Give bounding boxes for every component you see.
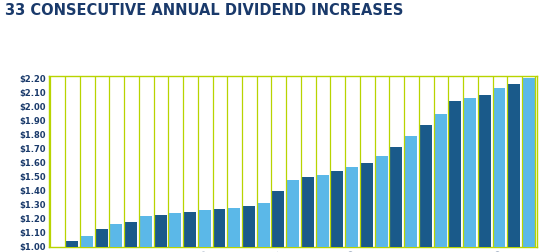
Bar: [389, 147, 402, 247]
Bar: [257, 203, 270, 247]
Bar: [169, 213, 181, 247]
Bar: [315, 175, 328, 247]
Bar: [419, 125, 432, 247]
Bar: [434, 113, 447, 247]
Bar: [242, 206, 255, 247]
Bar: [286, 179, 299, 247]
Bar: [522, 78, 535, 247]
Bar: [183, 212, 196, 247]
Bar: [272, 191, 285, 247]
Bar: [65, 241, 78, 247]
Bar: [124, 222, 137, 247]
Bar: [212, 209, 225, 247]
Bar: [109, 225, 122, 247]
Bar: [493, 88, 506, 247]
Bar: [198, 210, 211, 247]
Bar: [478, 95, 491, 247]
Bar: [463, 98, 476, 247]
Bar: [360, 163, 373, 247]
Bar: [227, 208, 240, 247]
Bar: [331, 171, 344, 247]
Bar: [80, 236, 93, 247]
Bar: [448, 101, 461, 247]
Bar: [301, 177, 314, 247]
Text: 33 CONSECUTIVE ANNUAL DIVIDEND INCREASES: 33 CONSECUTIVE ANNUAL DIVIDEND INCREASES: [5, 3, 404, 18]
Bar: [153, 215, 166, 247]
Bar: [404, 136, 417, 247]
Bar: [345, 167, 358, 247]
Bar: [507, 84, 520, 247]
Bar: [139, 216, 152, 247]
Bar: [95, 229, 107, 247]
Bar: [375, 156, 388, 247]
